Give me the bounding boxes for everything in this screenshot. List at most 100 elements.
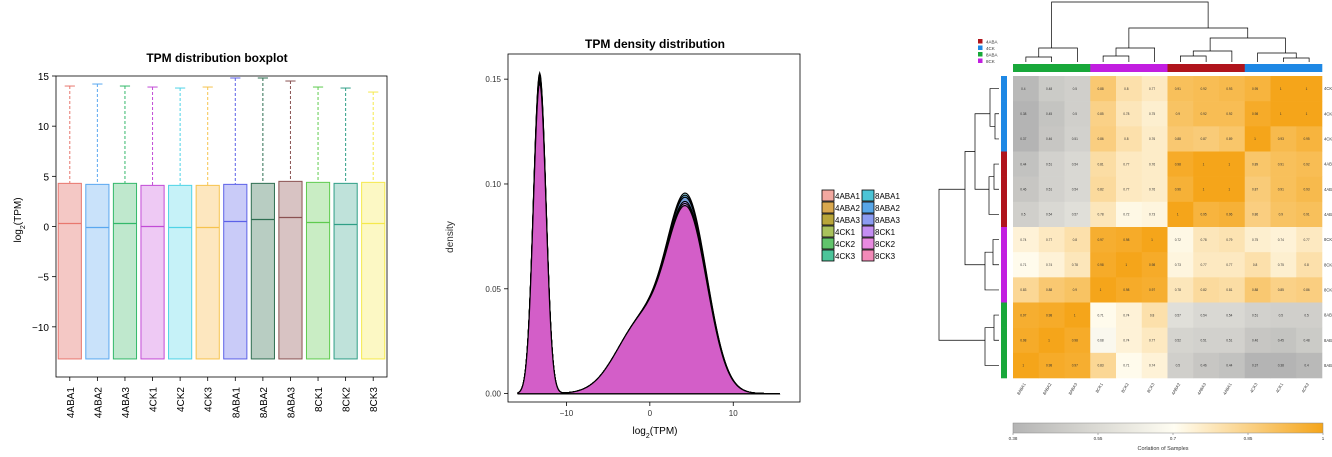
heatmap-col-label: 8CK2 xyxy=(1120,381,1130,393)
heatmap-cell xyxy=(1193,352,1220,379)
heatmap-cell xyxy=(1244,76,1271,102)
heatmap-cell xyxy=(1090,151,1117,177)
density-legend-label: 4ABA2 xyxy=(835,204,860,213)
heatmap-column-group-bar xyxy=(1270,64,1297,72)
heatmap-cell-value: 0.93 xyxy=(1278,137,1284,141)
heatmap-cell-value: 0.48 xyxy=(1303,338,1309,342)
heatmap-cell-value: 0.46 xyxy=(1200,364,1206,368)
heatmap-cell-value: 0.77 xyxy=(1226,263,1232,267)
heatmap-cell-value: 1 xyxy=(1254,137,1256,141)
heatmap-cell-value: 0.97 xyxy=(1097,238,1103,242)
heatmap-cell xyxy=(1116,76,1143,102)
heatmap-cell xyxy=(1270,151,1297,177)
heatmap-cell-value: 0.77 xyxy=(1123,187,1129,191)
heatmap-cell-value: 1 xyxy=(1177,213,1179,217)
heatmap-cell xyxy=(1064,302,1091,328)
heatmap-cell xyxy=(1064,327,1091,354)
boxplot-x-tick-label: 8ABA2 xyxy=(259,387,270,419)
heatmap-cell-value: 0.98 xyxy=(1123,238,1129,242)
heatmap-cell xyxy=(1116,252,1143,278)
heatmap-cell xyxy=(1219,327,1246,354)
heatmap-cell-value: 0.86 xyxy=(1252,213,1258,217)
heatmap-cell-value: 0.8 xyxy=(1304,263,1309,267)
heatmap-cell-value: 0.89 xyxy=(1226,137,1232,141)
heatmap-cell xyxy=(1141,252,1168,278)
dendrogram-branch xyxy=(1038,47,1078,62)
dendrogram-branch xyxy=(1051,1,1209,48)
heatmap-cell-value: 0.93 xyxy=(1226,87,1232,91)
boxplot-box xyxy=(195,184,220,360)
heatmap-cell-value: 0.57 xyxy=(1175,313,1181,317)
heatmap-cell-value: 1 xyxy=(1203,162,1205,166)
density-series-8CK3 xyxy=(517,81,781,395)
heatmap-panel: Corlation of Samples 4ABA 4CK 8ABA 8CK 0.4 0.… xyxy=(935,0,1332,452)
heatmap-cell xyxy=(1116,227,1143,253)
heatmap-cell xyxy=(1270,176,1297,203)
heatmap-cell-value: 0.72 xyxy=(1123,213,1129,217)
heatmap-cell-value: 0.86 xyxy=(1303,288,1309,292)
boxplot-box xyxy=(278,180,303,360)
density-legend-swatch xyxy=(861,189,875,202)
heatmap-cell-value: 0.93 xyxy=(1303,187,1309,191)
heatmap-cell-value: 0.91 xyxy=(1278,187,1284,191)
heatmap-row-group-bar xyxy=(1001,252,1007,278)
boxplot-box xyxy=(305,181,331,360)
heatmap-cell-value: 0.54 xyxy=(1226,313,1232,317)
heatmap-cell-value: 0.9 xyxy=(1176,112,1181,116)
heatmap-row-label: 8CK2 xyxy=(1324,262,1332,267)
heatmap-cell xyxy=(1193,101,1220,127)
heatmap-cell xyxy=(1116,151,1143,177)
boxplot-x-tick-label: 4ABA1 xyxy=(66,387,77,419)
heatmap-cell-value: 0.97 xyxy=(1149,288,1155,292)
heatmap-cell xyxy=(1296,327,1323,354)
density-y-tick-label: 0.00 xyxy=(485,390,501,399)
heatmap-cell xyxy=(1244,176,1271,203)
dendrogram-branch xyxy=(1115,47,1155,62)
heatmap-cell-value: 0.74 xyxy=(1149,364,1155,368)
heatmap-cell-value: 0.71 xyxy=(1020,263,1026,267)
heatmap-cell-value: 0.74 xyxy=(1046,263,1052,267)
dendrogram-branch xyxy=(1128,27,1249,48)
boxplot-x-tick-label: 8CK2 xyxy=(342,387,353,412)
heatmap-cell xyxy=(1219,227,1246,253)
heatmap-cell-value: 1 xyxy=(1228,187,1230,191)
heatmap-cell-value: 0.37 xyxy=(1020,137,1026,141)
heatmap-row-group-bar xyxy=(1001,126,1007,152)
density-legend-label: 8ABA2 xyxy=(875,204,900,213)
heatmap-cell-value: 0.95 xyxy=(1303,137,1309,141)
heatmap-cell-value: 1 xyxy=(1228,162,1230,166)
heatmap-cell-value: 0.38 xyxy=(1020,112,1026,116)
heatmap-cell xyxy=(1270,327,1297,354)
heatmap-cell-value: 0.5 xyxy=(1021,213,1026,217)
heatmap-col-label: 8ABA1 xyxy=(1016,381,1027,395)
heatmap-cell-value: 1 xyxy=(1074,313,1076,317)
density-legend-swatch xyxy=(861,225,875,238)
heatmap-cell-value: 0.98 xyxy=(1072,338,1078,342)
heatmap-cell xyxy=(1013,352,1040,379)
heatmap-group-legend-label: 8ABA xyxy=(986,53,998,58)
heatmap-cell xyxy=(1244,101,1271,127)
density-legend-swatch xyxy=(821,225,835,238)
boxplot-y-axis-label: log2(TPM) xyxy=(13,197,27,242)
heatmap-cell-value: 0.98 xyxy=(1020,338,1026,342)
heatmap-cell-value: 0.95 xyxy=(1200,213,1206,217)
density-x-tick-label: −10 xyxy=(560,409,574,418)
heatmap-col-label: 4ABA2 xyxy=(1170,381,1181,395)
heatmap-cell-value: 0.54 xyxy=(1200,313,1206,317)
heatmap-row-label: 8ABA2 xyxy=(1324,338,1332,343)
heatmap-cell xyxy=(1141,352,1168,379)
heatmap-cell xyxy=(1116,352,1143,379)
heatmap-cell-value: 1 xyxy=(1306,112,1308,116)
heatmap-cell-value: 0.51 xyxy=(1072,137,1078,141)
heatmap-cell-value: 0.5 xyxy=(1304,313,1309,317)
heatmap-cell xyxy=(1219,101,1246,127)
heatmap-row-group-bar xyxy=(1001,176,1007,203)
heatmap-row-group-bar xyxy=(1001,302,1007,328)
heatmap-cell xyxy=(1013,277,1040,303)
density-x-tick-label: 10 xyxy=(729,409,738,418)
heatmap-cell xyxy=(1038,151,1065,177)
density-legend-swatch xyxy=(821,237,835,250)
heatmap-cell-value: 0.74 xyxy=(1123,338,1129,342)
heatmap-cell xyxy=(1193,151,1220,177)
heatmap-cell xyxy=(1116,302,1143,328)
